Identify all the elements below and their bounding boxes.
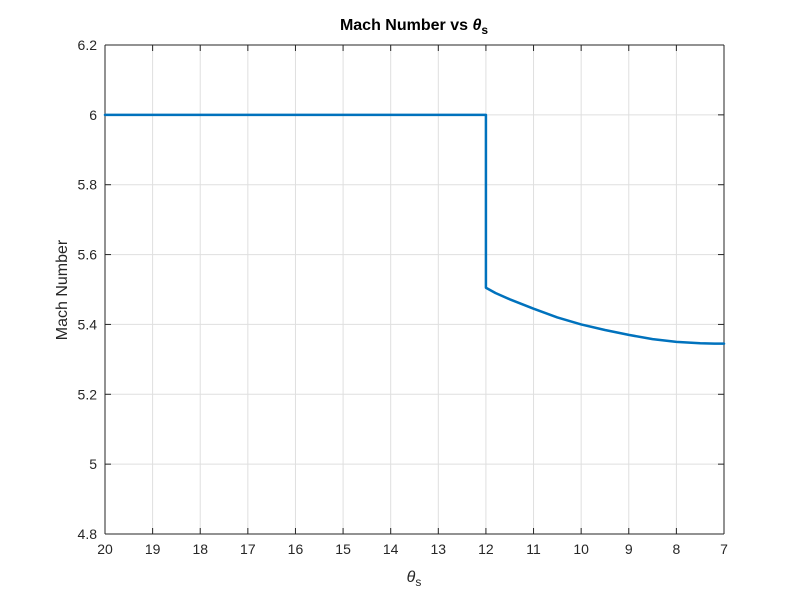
- x-tick-label-2: 18: [192, 541, 208, 557]
- x-tick-label-1: 19: [145, 541, 161, 557]
- y-tick-label-7: 6.2: [78, 37, 98, 53]
- x-tick-label-0: 20: [97, 541, 113, 557]
- x-tick-label-5: 15: [335, 541, 351, 557]
- y-axis-label: Mach Number: [54, 239, 71, 340]
- y-tick-label-1: 5: [89, 456, 97, 472]
- y-tick-label-0: 4.8: [78, 526, 98, 542]
- x-tick-label-11: 9: [625, 541, 633, 557]
- x-tick-label-9: 11: [526, 541, 541, 557]
- y-tick-label-5: 5.8: [78, 177, 98, 193]
- chart-title-subscript: s: [481, 23, 488, 37]
- x-tick-label-4: 16: [288, 541, 304, 557]
- tick-labels: 20 19 18 17 16 15 14 13 12 11 10 9 8 7 4.8 5 5.2 5.4 5.6 5.…: [78, 37, 729, 557]
- chart-title-symbol: θ: [472, 17, 481, 34]
- y-tick-label-2: 5.2: [78, 386, 98, 402]
- x-tick-label-12: 8: [672, 541, 680, 557]
- x-tick-label-10: 10: [573, 541, 589, 557]
- x-axis-label: θs: [407, 569, 422, 589]
- axes: [104, 44, 725, 535]
- x-tick-label-13: 7: [720, 541, 728, 557]
- grid-lines: [104, 44, 725, 535]
- x-tick-label-6: 14: [383, 541, 399, 557]
- y-tick-label-4: 5.6: [78, 247, 98, 263]
- chart-title-main: Mach Number vs: [340, 17, 472, 34]
- x-axis-label-symbol: θ: [407, 569, 416, 586]
- x-tick-label-3: 17: [240, 541, 256, 557]
- series-layer: [103, 113, 726, 345]
- chart-title: Mach Number vs θs: [340, 17, 488, 37]
- x-tick-label-7: 13: [431, 541, 447, 557]
- plot-area: [105, 45, 724, 534]
- y-tick-label-3: 5.4: [78, 316, 98, 332]
- series-line-0: [103, 113, 726, 345]
- x-axis-label-subscript: s: [415, 575, 421, 589]
- y-tick-label-6: 6: [89, 107, 97, 123]
- x-tick-label-8: 12: [478, 541, 494, 557]
